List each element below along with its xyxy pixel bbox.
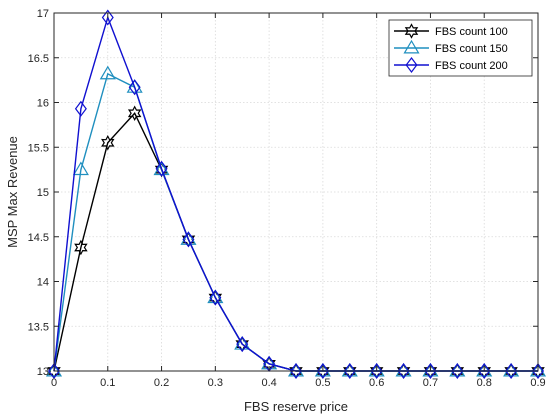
x-tick-label: 0.9 [530, 377, 545, 389]
x-tick-label: 0.5 [315, 377, 330, 389]
x-tick-label: 0.1 [100, 377, 115, 389]
legend-entry: FBS count 100 [435, 26, 508, 38]
data-point [478, 363, 491, 379]
data-point [316, 363, 329, 379]
data-point [234, 335, 251, 350]
data-point [314, 362, 331, 377]
data-point [532, 363, 544, 379]
data-point [343, 363, 356, 379]
y-tick-label: 13.5 [28, 321, 49, 333]
x-tick-label: 0.6 [369, 377, 384, 389]
y-tick-label: 16 [37, 98, 49, 110]
data-point [128, 79, 141, 96]
x-tick-label: 0.2 [154, 377, 169, 389]
data-point [182, 231, 195, 248]
x-tick-label: 0 [51, 377, 57, 389]
data-point [207, 289, 224, 304]
data-point [290, 363, 302, 379]
data-point [72, 161, 89, 176]
y-tick-label: 17 [37, 8, 49, 20]
data-point [370, 363, 383, 379]
x-tick-label: 0.3 [208, 377, 223, 389]
data-point [48, 363, 60, 379]
data-point [368, 362, 385, 377]
data-point [449, 362, 466, 377]
data-point [99, 65, 116, 80]
y-tick-label: 15 [37, 187, 49, 199]
y-tick-label: 16.5 [28, 53, 49, 65]
data-point [45, 362, 63, 377]
data-point [424, 363, 437, 379]
legend-marker [403, 39, 420, 54]
data-point [127, 105, 142, 122]
data-point [101, 134, 115, 151]
data-point [395, 362, 412, 377]
x-axis-label: FBS reserve price [244, 399, 348, 414]
data-point [74, 239, 88, 256]
data-point [155, 160, 168, 177]
data-point [209, 289, 222, 306]
x-tick-label: 0.4 [261, 377, 276, 389]
legend-marker [404, 23, 419, 39]
data-point [101, 9, 114, 26]
y-tick-label: 14.5 [28, 232, 49, 244]
data-point [153, 161, 170, 176]
legend: FBS count 100 FBS count 150 FBS count 200 [388, 19, 533, 77]
x-tick-label: 0.8 [477, 377, 492, 389]
data-point [341, 362, 358, 377]
ticks: 0 0.1 0.2 0.3 0.4 0.5 0.6 0.7 0.8 0.9 13 13.5 14 14.5… [28, 8, 546, 389]
data-point [451, 363, 464, 379]
legend-marker [405, 57, 418, 73]
legend-entry: FBS count 150 [435, 43, 508, 55]
y-tick-label: 15.5 [28, 142, 49, 154]
x-tick-label: 0.7 [423, 377, 438, 389]
data-point [503, 362, 520, 377]
data-point [236, 336, 249, 353]
data-point [180, 231, 197, 245]
data-point [422, 362, 439, 377]
legend-entry: FBS count 200 [435, 60, 508, 72]
data-point [126, 79, 143, 93]
y-axis-label: MSP Max Revenue [5, 136, 20, 248]
data-point [476, 362, 493, 377]
data-point [74, 100, 87, 117]
data-point [529, 362, 547, 377]
data-point [397, 363, 410, 379]
y-tick-label: 13 [37, 366, 49, 378]
data-point [505, 362, 518, 380]
y-tick-label: 14 [37, 277, 49, 289]
